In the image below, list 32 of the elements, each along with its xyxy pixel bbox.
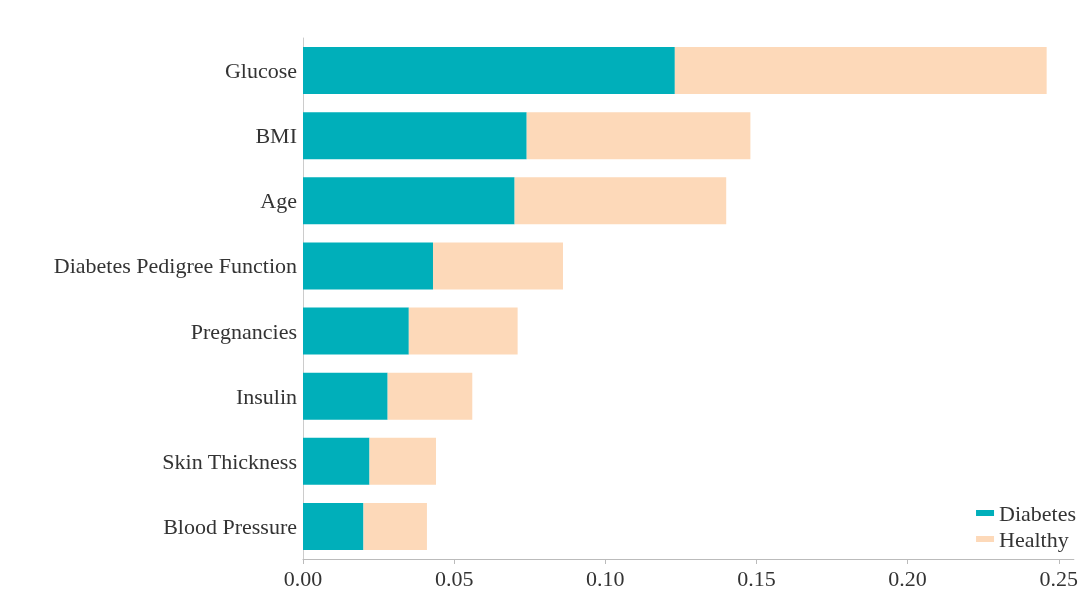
x-tick-label: 0.20 [888, 565, 927, 591]
y-tick-label: Pregnancies [190, 318, 297, 344]
y-tick-label: Insulin [235, 383, 297, 409]
bar [369, 437, 437, 485]
bar [387, 372, 473, 420]
bar [303, 307, 409, 355]
bar [303, 372, 388, 420]
y-tick-label: Blood Pressure [163, 513, 297, 539]
bar [408, 307, 518, 355]
x-tick-label: 0.10 [586, 565, 625, 591]
legend-label: Diabetes [999, 500, 1076, 526]
x-tick-label: 0.00 [283, 565, 323, 591]
bar [303, 112, 527, 160]
bar [303, 242, 433, 290]
x-tick-label: 0.05 [434, 565, 474, 591]
bar [363, 502, 427, 550]
bar [514, 177, 727, 225]
x-tick-label: 0.25 [1039, 565, 1078, 591]
y-tick-label: Age [260, 188, 297, 214]
legend-label: Healthy [999, 526, 1069, 552]
bar [432, 242, 563, 290]
y-tick-label: BMI [255, 123, 297, 149]
bar [674, 47, 1047, 95]
bar [303, 177, 515, 225]
bar [303, 47, 675, 95]
y-tick-label: Glucose [224, 58, 297, 84]
y-tick-label: Diabetes Pedigree Function [53, 253, 297, 279]
y-tick-label: Skin Thickness [162, 448, 297, 474]
bar [303, 502, 364, 550]
x-tick-label: 0.15 [737, 565, 776, 591]
bar [303, 437, 370, 485]
bar [526, 112, 751, 160]
